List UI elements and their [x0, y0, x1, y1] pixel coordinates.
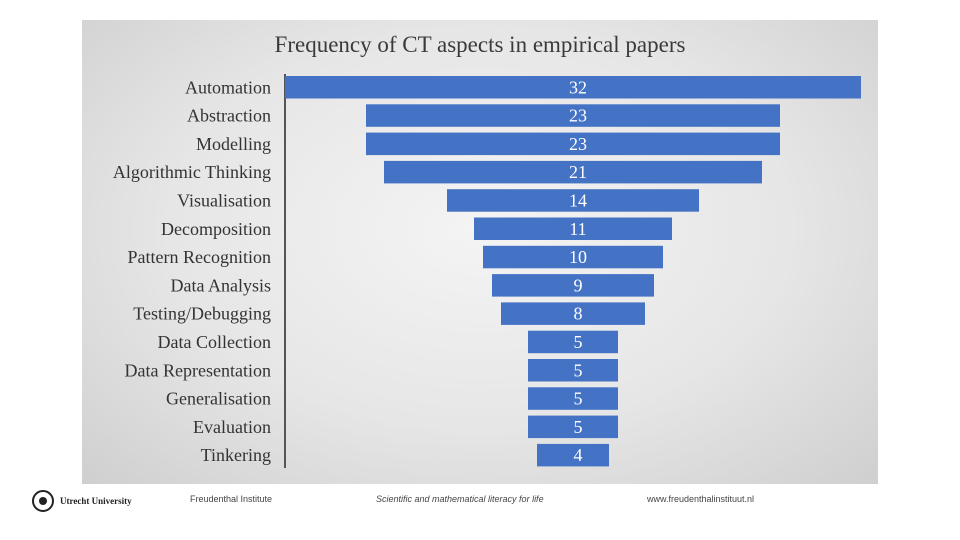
bar-tinkering [537, 443, 609, 467]
data-label: 5 [574, 360, 583, 380]
utrecht-university-logo[interactable]: Utrecht University [32, 490, 132, 512]
bar-testing-debugging [501, 302, 645, 325]
category-label: Generalisation [166, 389, 271, 409]
bar-data-collection [528, 330, 618, 354]
category-label: Tinkering [201, 445, 271, 465]
bar-algorithmic-thinking [384, 160, 762, 184]
bar-abstraction [366, 104, 780, 127]
data-label: 5 [574, 389, 583, 409]
data-label: 21 [569, 162, 587, 182]
data-label: 11 [569, 219, 586, 239]
website-link[interactable]: www.freudenthalinstituut.nl [647, 494, 755, 504]
data-label: 14 [569, 190, 587, 210]
category-label: Modelling [196, 134, 271, 154]
institute-name: Freudenthal Institute [190, 494, 273, 504]
chart-title: Frequency of CT aspects in empirical pap… [274, 32, 686, 57]
data-label: 4 [574, 445, 583, 465]
bar-data-representation [528, 359, 618, 382]
category-label: Evaluation [193, 417, 271, 437]
tagline: Scientific and mathematical literacy for… [376, 494, 544, 504]
category-label: Data Representation [125, 360, 271, 380]
university-name: Utrecht University [60, 496, 132, 506]
data-label: 32 [569, 77, 587, 97]
university-seal-icon [32, 490, 54, 512]
footer: Utrecht University Freudenthal Institute… [0, 484, 960, 540]
category-label: Testing/Debugging [133, 304, 271, 324]
category-label: Decomposition [161, 219, 271, 239]
category-label: Data Collection [158, 332, 271, 352]
category-label: Algorithmic Thinking [113, 162, 271, 182]
data-label: 23 [569, 134, 587, 154]
data-label: 5 [574, 332, 583, 352]
bar-modelling [366, 132, 780, 156]
bar-generalisation [528, 387, 618, 410]
bar-decomposition [474, 217, 672, 240]
category-label: Pattern Recognition [128, 247, 271, 267]
data-label: 23 [569, 106, 587, 126]
bar-evaluation [528, 415, 618, 439]
category-label: Visualisation [177, 190, 271, 210]
data-label: 9 [574, 275, 583, 295]
bar-visualisation [447, 189, 699, 212]
category-label: Data Analysis [171, 275, 272, 295]
bar-pattern-recognition [483, 245, 663, 269]
data-label: 5 [574, 417, 583, 437]
bar-automation [285, 76, 861, 99]
data-label: 8 [574, 304, 583, 324]
funnel-chart: Automation 32 Abstraction 23 Modelling 23 Algo… [113, 74, 861, 468]
category-label: Abstraction [187, 106, 271, 126]
chart-panel: Frequency of CT aspects in empirical pap… [82, 20, 878, 484]
bar-data-analysis [492, 274, 654, 297]
data-label: 10 [569, 247, 587, 267]
category-label: Automation [185, 77, 271, 97]
